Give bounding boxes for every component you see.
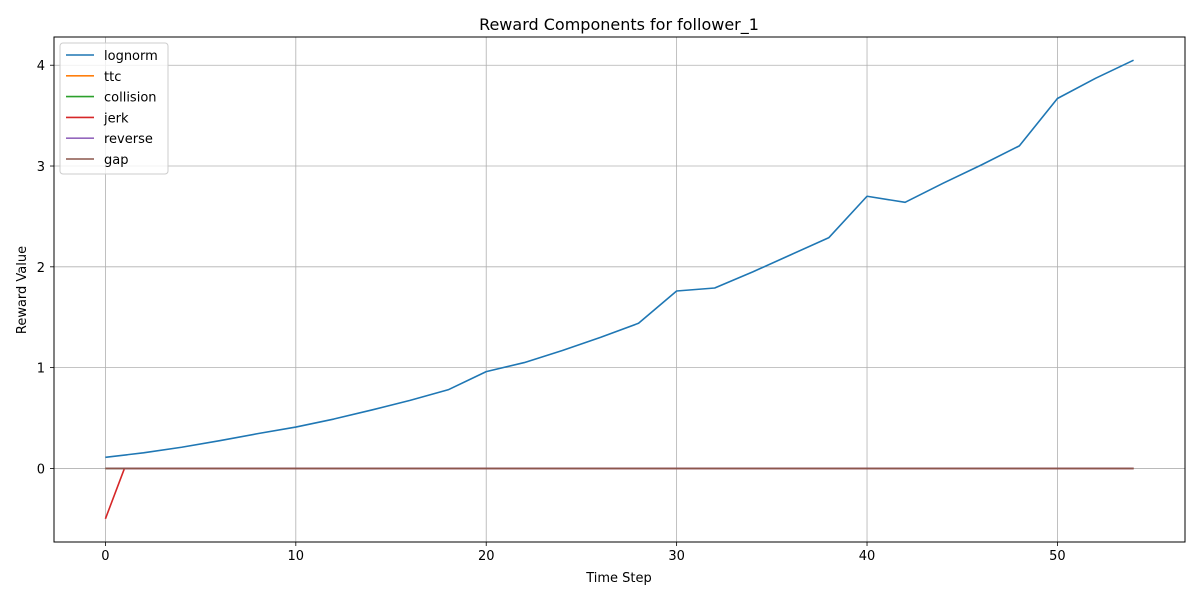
x-tick-label: 0: [101, 549, 109, 564]
x-axis-label: Time Step: [585, 571, 652, 586]
chart-title: Reward Components for follower_1: [479, 15, 759, 35]
y-tick-label: 4: [37, 59, 45, 74]
x-tick-label: 40: [859, 549, 876, 564]
y-axis-label: Reward Value: [15, 246, 30, 334]
legend-label-lognorm: lognorm: [104, 49, 158, 64]
y-tick-label: 3: [37, 160, 45, 175]
x-tick-label: 50: [1049, 549, 1066, 564]
y-tick-label: 0: [37, 462, 45, 477]
legend: lognorm ttc collision jerk reverse gap: [59, 42, 169, 175]
series-line-lognorm: [105, 59, 1134, 459]
series-lines: [104, 59, 1134, 520]
legend-label-jerk: jerk: [103, 111, 129, 126]
plot-area-frame: [53, 36, 1186, 543]
legend-label-reverse: reverse: [104, 132, 153, 147]
x-tick-label: 10: [288, 549, 305, 564]
x-tick-label: 20: [478, 549, 495, 564]
y-tick-label: 2: [37, 261, 45, 276]
axis-ticks: 0 10 20 30 40 50 0 1 2 3 4: [37, 59, 1066, 564]
legend-label-collision: collision: [104, 91, 157, 106]
legend-label-gap: gap: [104, 153, 128, 168]
legend-label-ttc: ttc: [104, 70, 121, 85]
y-tick-label: 1: [37, 362, 45, 377]
x-tick-label: 30: [668, 549, 685, 564]
